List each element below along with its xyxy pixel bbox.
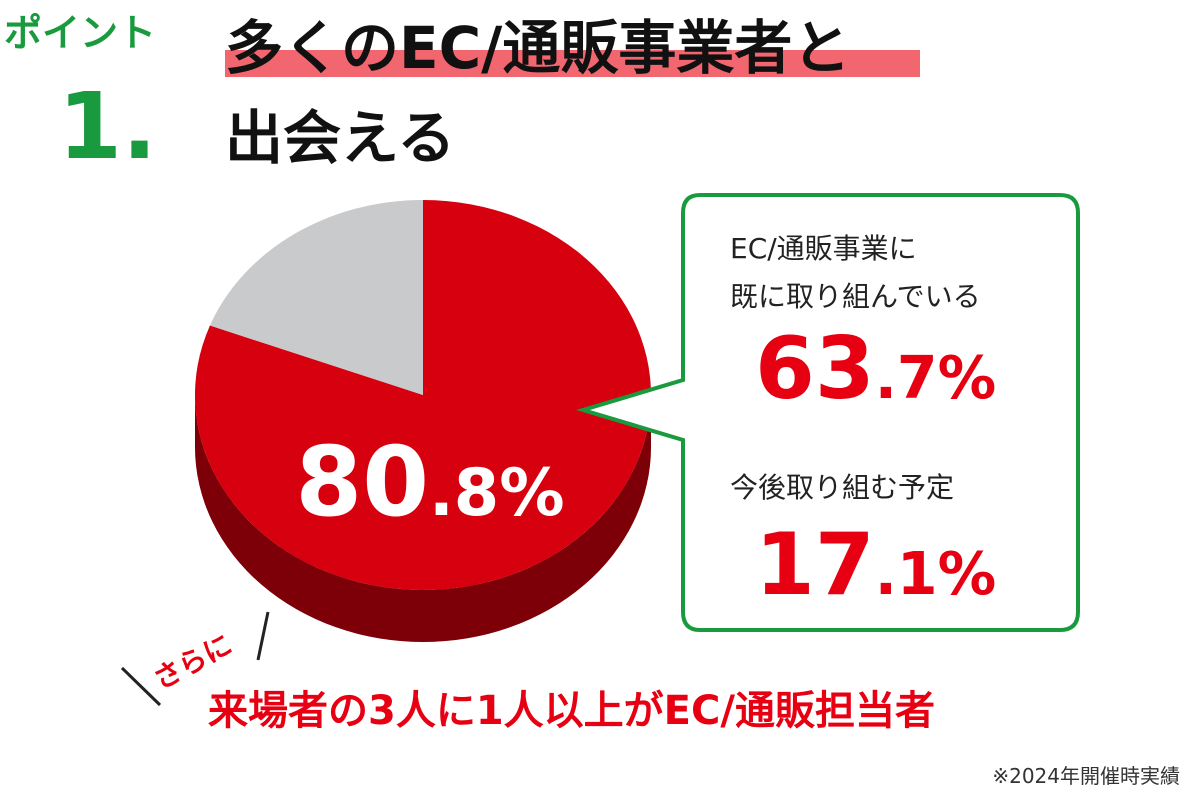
slice: [195, 200, 651, 591]
callout-label: EC/通販事業に: [730, 232, 917, 265]
badge-number: 1.: [58, 73, 157, 180]
callout-value: 17.1%: [755, 515, 996, 615]
note-text: 来場者の3人に1人以上がEC/通販担当者: [208, 688, 935, 734]
title-highlight: [225, 50, 920, 77]
slice-label: 80.8%: [295, 426, 564, 538]
callout-value: 63.7%: [755, 319, 996, 419]
callout-box: [576, 193, 1080, 632]
accent-slash: [256, 611, 270, 661]
title-line: 多くのEC/通販事業者と: [225, 14, 850, 82]
slice: [209, 200, 423, 395]
accent-slash: [120, 666, 162, 707]
slice-side-shade: [195, 395, 651, 642]
title-line: 出会える: [225, 104, 455, 172]
slice-side: [195, 395, 651, 642]
badge-label: ポイント: [4, 11, 156, 55]
footnote: ※2024年開催時実績: [992, 764, 1180, 788]
callout-label: 今後取り組む予定: [730, 471, 954, 504]
note-lead: さらに: [148, 628, 238, 697]
pie-chart: 80.8%: [195, 200, 651, 642]
callout-label: 既に取り組んでいる: [730, 280, 981, 313]
